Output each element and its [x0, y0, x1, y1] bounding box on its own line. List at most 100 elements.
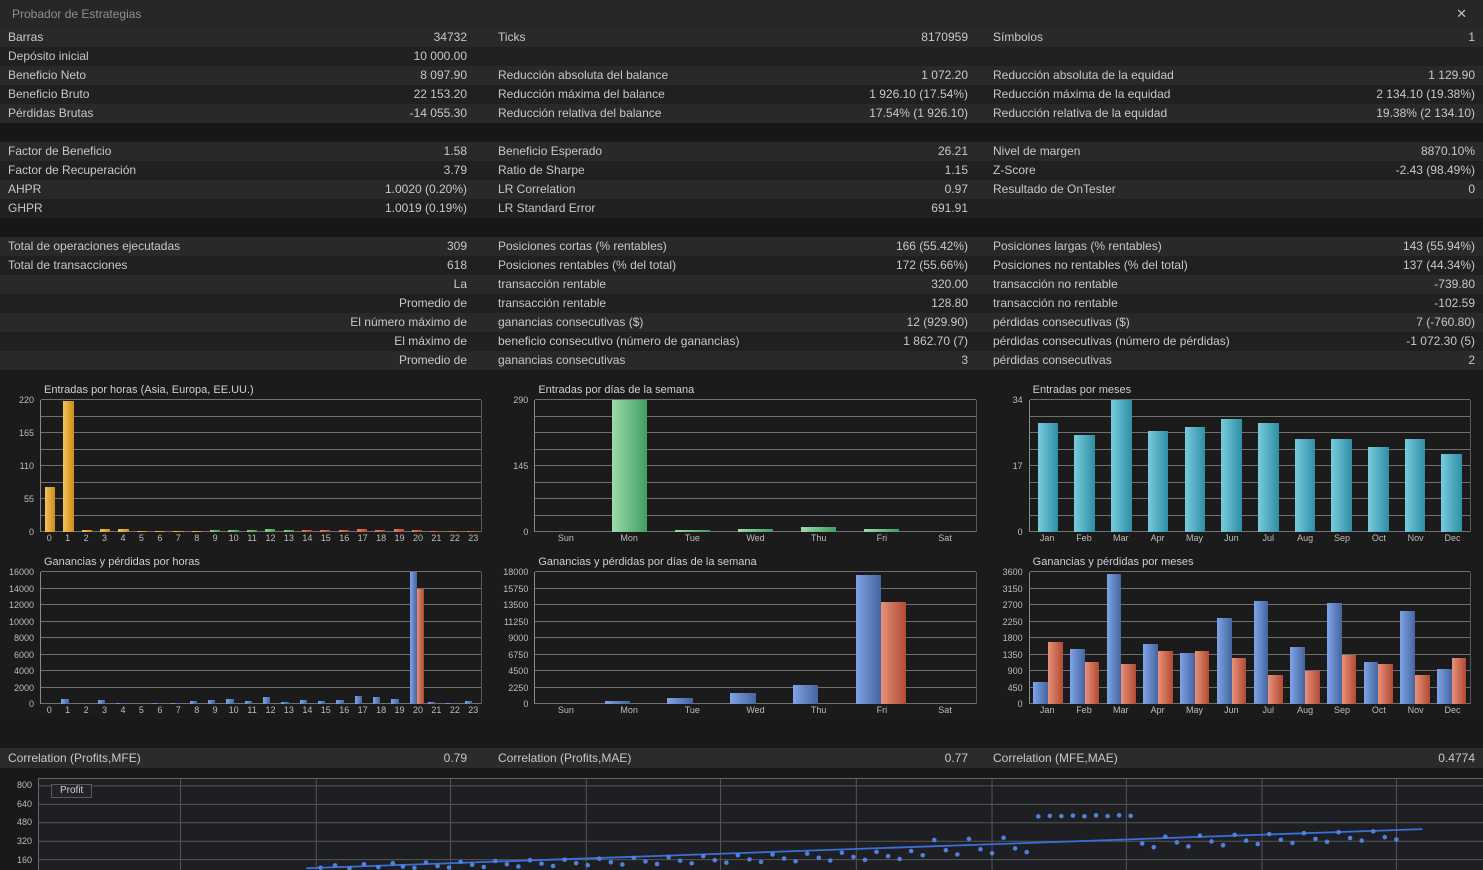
bar — [1400, 610, 1416, 704]
bar-group-Fri — [850, 400, 913, 532]
bar-group-15 — [316, 400, 334, 532]
stat-label: Posiciones cortas (% rentables) — [498, 239, 667, 253]
gridline — [1029, 620, 1470, 622]
stat-label: Posiciones no rentables (% del total) — [993, 258, 1188, 272]
bar — [667, 698, 693, 704]
gridline — [535, 670, 976, 671]
x-tick-label: 8 — [194, 533, 200, 543]
stat-label: pérdidas consecutivas (número de pérdida… — [993, 334, 1230, 348]
bar-group-21 — [426, 572, 444, 704]
bar-group-Thu — [787, 572, 850, 704]
stat-label: Reducción absoluta de la equidad — [993, 68, 1174, 82]
bar-group-Apr — [1140, 400, 1177, 532]
bar — [173, 531, 184, 532]
stat-label: transacción no rentable — [993, 296, 1118, 310]
bar-group-20 — [408, 572, 426, 704]
stat-label: Total de operaciones ejecutadas — [8, 239, 181, 253]
x-tick-label: Mar — [1113, 533, 1129, 543]
stat-label: Pérdidas Brutas — [8, 106, 94, 120]
stats-cell: Factor de Recuperación 3.79 — [0, 161, 490, 180]
gridline — [535, 415, 976, 417]
x-axis: 0 1 2 3 4 5 6 7 8 9 10 11 12 13 14 15 16 17 18 19 20 21 22 23 — [40, 704, 482, 718]
profit-mfe-scatter-chart: 800 640 480 320 160 Profit — [0, 778, 1483, 870]
close-icon[interactable]: ✕ — [1456, 6, 1467, 21]
bar — [1037, 423, 1059, 532]
stat-value: 1 — [1468, 30, 1475, 44]
bar-group-3 — [96, 400, 114, 532]
x-tick-label: 21 — [431, 705, 442, 715]
gridline — [41, 686, 482, 688]
x-tick-label: Mar — [1113, 705, 1129, 715]
x-tick-label: 1 — [65, 533, 71, 543]
y-axis: 3600 3150 2700 2250 1800 1350 900 450 0 — [995, 567, 1029, 709]
stat-value: 3 — [961, 353, 968, 367]
x-tick-label: 19 — [394, 533, 405, 543]
gridline — [535, 448, 976, 450]
correlation-value: 0.4774 — [1438, 751, 1475, 765]
x-tick-label: 11 — [247, 533, 257, 543]
stats-cell: Beneficio Esperado 26.21 — [490, 142, 985, 161]
x-tick-label: 12 — [265, 705, 276, 715]
bar — [881, 602, 907, 704]
stats-cell: beneficio consecutivo (número de gananci… — [490, 332, 985, 351]
bar — [281, 701, 289, 704]
stat-label: pérdidas consecutivas — [993, 353, 1112, 367]
bar-group-2 — [78, 400, 96, 532]
gridline — [41, 620, 482, 622]
gridline — [535, 481, 976, 483]
bar — [1368, 446, 1389, 532]
bar-group-21 — [426, 400, 444, 532]
stat-label: GHPR — [8, 201, 43, 215]
stats-cell: Reducción absoluta del balance 1 072.20 — [490, 66, 985, 85]
bar — [1111, 400, 1132, 532]
y-tick-label: 14000 — [8, 583, 34, 594]
correlation-value: 0.79 — [443, 751, 467, 765]
bar — [1451, 658, 1467, 704]
gridline — [1029, 498, 1470, 499]
bar-group-Mar — [1103, 572, 1140, 704]
stat-value: 2 134.10 (19.38%) — [1376, 87, 1475, 101]
y-axis: 290 145 0 — [500, 395, 534, 537]
stats-cell: AHPR 1.0020 (0.20%) — [0, 180, 490, 199]
x-tick-label: Oct — [1371, 705, 1386, 715]
stats-cell: Posiciones rentables (% del total) 172 (5… — [490, 256, 985, 275]
bar — [336, 699, 344, 704]
bar-group-Dec — [1433, 572, 1470, 704]
bar-group-Feb — [1066, 572, 1103, 704]
stat-label: Beneficio Esperado — [498, 144, 603, 158]
chart-entries-by-month: Entradas por meses 34 17 0 Jan Feb Mar Apr May Ju… — [989, 384, 1483, 546]
y-tick-label: 12000 — [8, 600, 34, 610]
plot-area — [40, 399, 483, 532]
stat-value: 19.38% (2 134.10) — [1376, 106, 1475, 120]
bar-group-Wed — [724, 572, 787, 704]
bar-group-20 — [408, 400, 426, 532]
stat-label — [0, 332, 394, 351]
bar — [604, 701, 630, 704]
stats-cell — [985, 199, 1483, 218]
stat-label — [985, 199, 1475, 218]
stat-label: ganancias consecutivas — [498, 353, 626, 367]
stats-cell: Total de operaciones ejecutadas 309 — [0, 237, 490, 256]
stats-cell: transacción no rentable -739.80 — [985, 275, 1483, 294]
bar — [1304, 671, 1320, 704]
gridline — [535, 637, 976, 638]
bar-group-Fri — [850, 572, 913, 704]
bar-group-23 — [463, 572, 481, 704]
bar-group-Sat — [913, 400, 976, 532]
stat-value: 143 (55.94%) — [1402, 239, 1475, 253]
stat-label: Reducción máxima de la equidad — [993, 87, 1171, 101]
bar-group-5 — [133, 400, 151, 532]
bar-group-Jan — [1030, 400, 1067, 532]
gridline — [1029, 531, 1470, 532]
x-tick-label: Jun — [1224, 533, 1239, 543]
x-tick-label: Apr — [1150, 533, 1165, 543]
bar — [228, 529, 239, 532]
stat-value: 166 (55.42%) — [895, 239, 968, 253]
stat-value: 26.21 — [937, 144, 968, 158]
scatter-y-axis: 800 640 480 320 160 — [0, 778, 38, 870]
y-tick-label: 17 — [1012, 461, 1023, 471]
bar — [155, 531, 166, 532]
bar — [446, 703, 454, 704]
x-tick-label: 7 — [175, 533, 181, 543]
x-tick-label: Nov — [1407, 705, 1424, 715]
